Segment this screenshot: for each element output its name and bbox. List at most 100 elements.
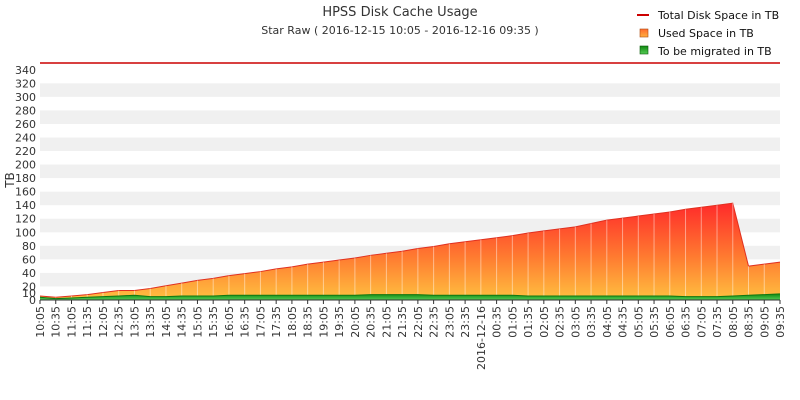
data-point-1 xyxy=(118,289,120,291)
y-tick-label: 280 xyxy=(15,104,36,117)
data-point-0 xyxy=(196,62,198,64)
data-point-2 xyxy=(228,294,230,296)
data-point-0 xyxy=(527,62,529,64)
x-axis: 10:05 10:35 11:05 11:35 12:05 12:35 13:05 13:35… xyxy=(34,299,787,370)
data-point-0 xyxy=(763,62,765,64)
x-tick-label: 04:05 xyxy=(601,306,614,338)
grid-band xyxy=(40,83,780,97)
data-point-2 xyxy=(291,294,293,296)
data-point-2 xyxy=(417,293,419,295)
data-point-2 xyxy=(779,293,781,295)
data-point-0 xyxy=(354,62,356,64)
x-tick-label: 15:35 xyxy=(207,306,220,338)
x-tick-label: 01:05 xyxy=(506,306,519,338)
data-point-0 xyxy=(228,62,230,64)
data-point-1 xyxy=(763,263,765,265)
x-tick-label: 15:05 xyxy=(191,306,204,338)
data-point-0 xyxy=(558,62,560,64)
data-point-1 xyxy=(259,270,261,272)
y-tick-label: 40 xyxy=(22,267,36,280)
data-point-2 xyxy=(243,294,245,296)
y-axis: 0102040608010012014016018020022024026028… xyxy=(15,64,36,307)
data-point-2 xyxy=(354,294,356,296)
x-tick-label: 10:35 xyxy=(50,306,63,338)
x-tick-label: 13:05 xyxy=(128,306,141,338)
data-point-1 xyxy=(354,257,356,259)
x-tick-label: 21:35 xyxy=(396,306,409,338)
data-point-2 xyxy=(543,295,545,297)
data-point-0 xyxy=(574,62,576,64)
legend-label-used: Used Space in TB xyxy=(658,27,754,40)
x-tick-label: 05:35 xyxy=(648,306,661,338)
legend-swatch-used xyxy=(639,28,649,38)
data-point-1 xyxy=(385,252,387,254)
data-point-0 xyxy=(306,62,308,64)
data-point-0 xyxy=(464,62,466,64)
data-point-0 xyxy=(39,62,41,64)
used-space-area xyxy=(40,203,780,300)
data-point-2 xyxy=(527,295,529,297)
data-point-2 xyxy=(369,293,371,295)
plot-background xyxy=(40,83,780,287)
data-point-2 xyxy=(275,294,277,296)
data-point-2 xyxy=(511,294,513,296)
data-point-1 xyxy=(606,219,608,221)
data-point-0 xyxy=(55,62,57,64)
data-point-1 xyxy=(102,291,104,293)
data-point-1 xyxy=(621,217,623,219)
data-point-2 xyxy=(149,295,151,297)
data-point-1 xyxy=(684,208,686,210)
x-tick-label: 12:35 xyxy=(113,306,126,338)
data-point-1 xyxy=(165,285,167,287)
data-point-2 xyxy=(763,293,765,295)
legend-label-migrated: To be migrated in TB xyxy=(657,45,772,58)
y-tick-label: 220 xyxy=(15,145,36,158)
data-point-1 xyxy=(243,272,245,274)
x-tick-label: 16:05 xyxy=(223,306,236,338)
data-point-2 xyxy=(196,295,198,297)
data-point-2 xyxy=(181,295,183,297)
x-tick-label: 03:35 xyxy=(585,306,598,338)
y-tick-label: 10 xyxy=(22,287,36,300)
data-point-0 xyxy=(669,62,671,64)
x-tick-label: 18:05 xyxy=(286,306,299,338)
data-point-0 xyxy=(243,62,245,64)
x-tick-label: 18:35 xyxy=(302,306,315,338)
x-tick-label: 14:35 xyxy=(176,306,189,338)
data-point-2 xyxy=(118,295,120,297)
x-tick-label: 19:05 xyxy=(317,306,330,338)
data-point-2 xyxy=(716,295,718,297)
grid-band xyxy=(40,164,780,179)
data-point-0 xyxy=(732,62,734,64)
data-point-2 xyxy=(306,294,308,296)
x-tick-label: 00:35 xyxy=(491,306,504,338)
data-point-0 xyxy=(432,62,434,64)
data-point-2 xyxy=(86,296,88,298)
data-point-0 xyxy=(621,62,623,64)
x-tick-label: 23:35 xyxy=(459,306,472,338)
data-point-2 xyxy=(385,293,387,295)
data-point-2 xyxy=(590,295,592,297)
data-point-1 xyxy=(338,259,340,261)
data-point-1 xyxy=(464,241,466,243)
legend-label-total: Total Disk Space in TB xyxy=(657,9,779,22)
data-point-1 xyxy=(322,261,324,263)
data-point-2 xyxy=(606,295,608,297)
data-point-2 xyxy=(448,294,450,296)
data-point-0 xyxy=(149,62,151,64)
y-axis-label: TB xyxy=(3,172,17,189)
chart-title: HPSS Disk Cache Usage xyxy=(322,5,477,20)
x-tick-label: 16:35 xyxy=(239,306,252,338)
chart-subtitle: Star Raw ( 2016-12-15 10:05 - 2016-12-16… xyxy=(261,24,538,37)
legend-swatch-migrated xyxy=(639,45,649,55)
x-tick-label: 20:05 xyxy=(349,306,362,338)
data-point-2 xyxy=(653,295,655,297)
data-point-1 xyxy=(637,215,639,217)
data-point-2 xyxy=(212,295,214,297)
data-point-1 xyxy=(448,243,450,245)
data-point-0 xyxy=(700,62,702,64)
data-point-0 xyxy=(322,62,324,64)
x-tick-label: 21:05 xyxy=(380,306,393,338)
data-point-2 xyxy=(133,294,135,296)
x-tick-label: 03:05 xyxy=(569,306,582,338)
